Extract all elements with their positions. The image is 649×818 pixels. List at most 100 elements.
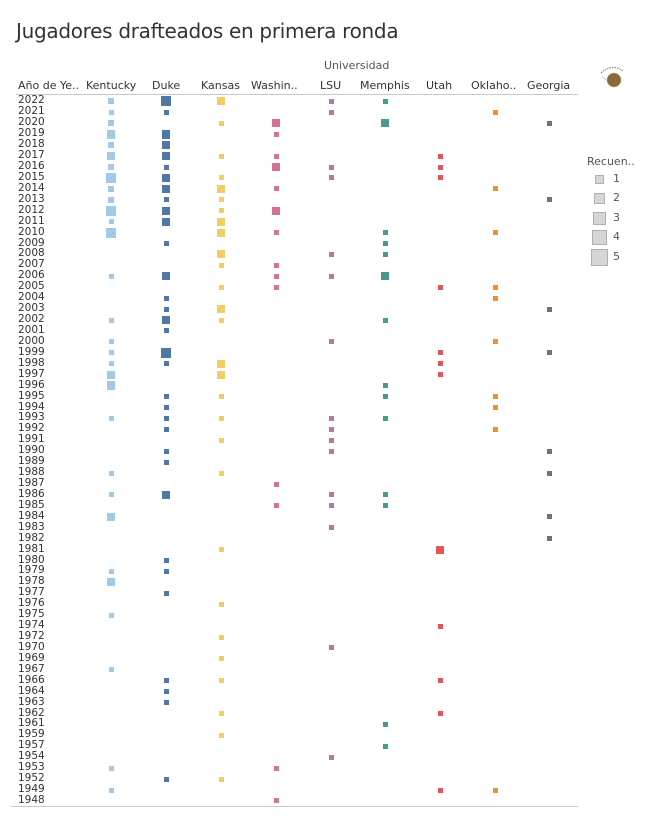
mark-kentucky-1953[interactable] <box>108 765 114 771</box>
mark-kentucky-2015[interactable] <box>106 172 116 183</box>
mark-utah-2016[interactable] <box>437 164 443 170</box>
mark-oklahoma-2000[interactable] <box>492 339 498 345</box>
mark-lsu-2015[interactable] <box>328 175 334 181</box>
mark-duke-2022[interactable] <box>161 96 171 107</box>
mark-memphis-2010[interactable] <box>382 230 388 236</box>
mark-oklahoma-1949[interactable] <box>492 787 498 793</box>
mark-kentucky-1949[interactable] <box>108 787 114 793</box>
mark-oklahoma-1994[interactable] <box>492 405 498 410</box>
mark-kansas-2005[interactable] <box>218 284 224 290</box>
mark-lsu-2016[interactable] <box>328 164 334 170</box>
column-header-lsu[interactable]: LSU <box>320 79 342 92</box>
column-header-kentucky[interactable]: Kentucky <box>86 79 137 92</box>
mark-kentucky-1997[interactable] <box>107 370 115 379</box>
mark-kentucky-1979[interactable] <box>108 568 114 574</box>
mark-duke-1963[interactable] <box>163 700 169 706</box>
mark-memphis-1957[interactable] <box>382 743 388 749</box>
mark-lsu-1992[interactable] <box>328 426 334 432</box>
mark-memphis-1985[interactable] <box>382 503 388 509</box>
mark-washington-2006[interactable] <box>273 273 279 279</box>
mark-duke-1966[interactable] <box>163 678 169 684</box>
mark-duke-2009[interactable] <box>163 241 169 247</box>
mark-memphis-2020[interactable] <box>381 119 389 128</box>
mark-kentucky-2013[interactable] <box>108 196 114 203</box>
mark-duke-2004[interactable] <box>163 295 169 301</box>
mark-washington-2007[interactable] <box>273 262 279 268</box>
mark-oklahoma-1992[interactable] <box>492 426 498 432</box>
column-header-kansas[interactable]: Kansas <box>201 79 240 92</box>
column-header-georgia[interactable]: Georgia <box>527 79 571 92</box>
mark-kansas-1969[interactable] <box>218 656 224 662</box>
mark-kansas-1995[interactable] <box>218 394 224 400</box>
mark-memphis-1993[interactable] <box>382 415 388 421</box>
mark-duke-2017[interactable] <box>161 151 171 161</box>
mark-utah-2005[interactable] <box>437 284 443 290</box>
mark-duke-2001[interactable] <box>163 328 169 334</box>
mark-washington-2012[interactable] <box>272 206 280 215</box>
mark-duke-1995[interactable] <box>163 394 169 400</box>
mark-kentucky-1999[interactable] <box>108 350 114 356</box>
mark-kansas-2020[interactable] <box>218 120 224 126</box>
mark-georgia-1988[interactable] <box>546 470 552 476</box>
mark-georgia-1999[interactable] <box>546 350 552 356</box>
mark-kentucky-2017[interactable] <box>106 151 116 161</box>
mark-kansas-2015[interactable] <box>218 175 224 181</box>
mark-kansas-2007[interactable] <box>218 262 224 268</box>
mark-memphis-1996[interactable] <box>382 383 388 389</box>
mark-duke-2019[interactable] <box>161 130 171 139</box>
mark-duke-2002[interactable] <box>162 316 170 325</box>
mark-duke-2011[interactable] <box>162 217 170 226</box>
mark-kansas-2017[interactable] <box>218 153 224 159</box>
mark-utah-1981[interactable] <box>436 545 444 554</box>
mark-utah-1998[interactable] <box>437 361 443 367</box>
mark-lsu-1983[interactable] <box>328 525 334 531</box>
mark-utah-1966[interactable] <box>437 678 443 684</box>
mark-kentucky-2006[interactable] <box>108 273 114 279</box>
mark-duke-1952[interactable] <box>163 776 169 782</box>
mark-kansas-2022[interactable] <box>217 97 225 106</box>
mark-duke-2003[interactable] <box>163 306 169 312</box>
mark-kentucky-1975[interactable] <box>108 612 114 618</box>
mark-utah-2017[interactable] <box>437 153 443 159</box>
mark-memphis-1961[interactable] <box>382 721 388 727</box>
mark-washington-2016[interactable] <box>272 163 280 172</box>
mark-duke-1986[interactable] <box>162 490 170 499</box>
mark-duke-2016[interactable] <box>163 164 169 170</box>
mark-kentucky-2020[interactable] <box>108 120 114 127</box>
mark-kentucky-2000[interactable] <box>108 339 114 345</box>
mark-kansas-2008[interactable] <box>217 250 225 259</box>
mark-lsu-1991[interactable] <box>328 437 334 443</box>
mark-lsu-1993[interactable] <box>328 415 334 421</box>
mark-kentucky-2022[interactable] <box>108 98 114 105</box>
mark-washington-2017[interactable] <box>273 153 279 159</box>
mark-lsu-1954[interactable] <box>328 754 334 760</box>
mark-kentucky-2014[interactable] <box>108 185 114 192</box>
mark-utah-1949[interactable] <box>437 787 443 793</box>
mark-washington-1987[interactable] <box>273 481 279 487</box>
mark-washington-2010[interactable] <box>273 230 279 236</box>
mark-duke-1990[interactable] <box>163 448 169 454</box>
mark-lsu-1985[interactable] <box>328 503 334 509</box>
mark-utah-2015[interactable] <box>437 175 443 181</box>
mark-kansas-1988[interactable] <box>218 470 224 476</box>
mark-kansas-1959[interactable] <box>218 732 224 738</box>
mark-lsu-2008[interactable] <box>328 251 334 257</box>
mark-duke-2021[interactable] <box>163 109 169 115</box>
mark-memphis-2002[interactable] <box>382 317 388 323</box>
mark-lsu-2021[interactable] <box>328 109 334 115</box>
mark-duke-1993[interactable] <box>163 415 169 421</box>
mark-duke-2006[interactable] <box>162 272 170 281</box>
mark-oklahoma-2010[interactable] <box>492 230 498 236</box>
mark-memphis-2022[interactable] <box>382 98 388 104</box>
mark-kentucky-2019[interactable] <box>106 130 116 139</box>
mark-kentucky-1967[interactable] <box>108 667 114 673</box>
mark-memphis-1995[interactable] <box>382 394 388 400</box>
mark-washington-1953[interactable] <box>273 765 279 771</box>
mark-washington-2014[interactable] <box>273 186 279 192</box>
mark-memphis-2009[interactable] <box>382 241 388 247</box>
mark-lsu-1970[interactable] <box>328 645 334 651</box>
mark-kansas-1976[interactable] <box>218 601 224 607</box>
column-header-utah[interactable]: Utah <box>426 79 453 92</box>
mark-kansas-2014[interactable] <box>217 184 225 193</box>
mark-duke-1977[interactable] <box>163 590 169 596</box>
